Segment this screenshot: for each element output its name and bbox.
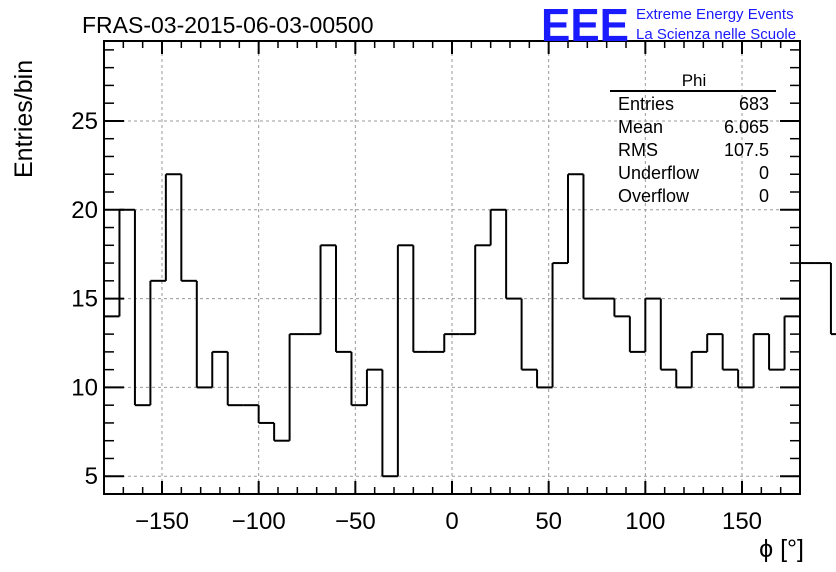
axes: −150 −100 −50 0 50 100 150 5 10 15 20 25 <box>71 40 801 535</box>
stats-row-value: 6.065 <box>724 117 769 137</box>
y-axis-label: Entries/bin <box>10 60 38 178</box>
stats-title: Phi <box>682 71 707 90</box>
y-tick-label: 15 <box>71 286 98 313</box>
x-tick-label: −100 <box>232 508 286 535</box>
run-title: FRAS-03-2015-06-03-00500 <box>82 12 374 38</box>
eee-logo: EEE <box>541 0 629 51</box>
stats-row-label: Mean <box>618 117 663 137</box>
y-tick-label: 10 <box>71 374 98 401</box>
x-tick-label: −150 <box>135 508 189 535</box>
x-axis-label: ϕ [°] <box>759 535 804 563</box>
x-tick-label: −50 <box>335 508 376 535</box>
y-tick-label: 20 <box>71 197 98 224</box>
x-tick-label: 150 <box>722 508 762 535</box>
stats-box: Phi Entries 683 Mean 6.065 RMS 107.5 Underflow… <box>610 71 776 206</box>
stats-rows: Entries 683 Mean 6.065 RMS 107.5 Underflow 0 Ove… <box>618 94 769 206</box>
logo-line-2: La Scienza nelle Scuole <box>636 26 796 43</box>
stats-row-label: Underflow <box>618 163 700 183</box>
y-tick-label: 25 <box>71 108 98 135</box>
stats-row-value: 0 <box>759 163 769 183</box>
stats-row-label: Entries <box>618 94 674 114</box>
stats-row-label: RMS <box>618 140 658 160</box>
logo-line-1: Extreme Energy Events <box>636 6 794 23</box>
stats-row-value: 107.5 <box>724 140 769 160</box>
x-tick-label: 50 <box>535 508 562 535</box>
y-tick-label: 5 <box>85 463 98 490</box>
histogram-series <box>104 173 836 478</box>
stats-row-value: 683 <box>739 94 769 114</box>
grid-lines <box>104 41 800 494</box>
x-tick-label: 0 <box>445 508 458 535</box>
stats-row-label: Overflow <box>618 186 690 206</box>
stats-row-value: 0 <box>759 186 769 206</box>
x-tick-label: 100 <box>625 508 665 535</box>
